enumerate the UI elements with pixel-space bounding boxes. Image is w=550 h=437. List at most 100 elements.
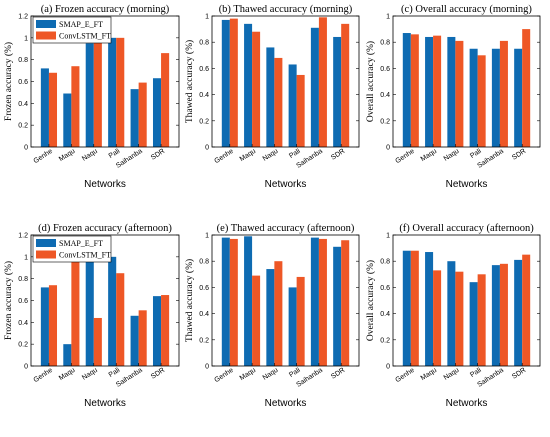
bar-genhe-series-1 [402, 250, 411, 366]
y-tick-label: 0.4 [18, 101, 28, 108]
y-axis-label: Frozen accuracy (%) [3, 261, 14, 340]
bar-saihanba-series-1 [130, 315, 139, 366]
x-tick-label: SDR [330, 367, 346, 381]
x-tick-label: Genhe [213, 367, 235, 384]
bar-genhe-series-2 [48, 285, 58, 366]
bar-genhe-series-2 [229, 18, 238, 148]
x-tick-label: Genhe [394, 367, 416, 384]
y-tick-label: 0.2 [199, 337, 209, 344]
bar-sdr-series-1 [333, 246, 342, 366]
x-tick-label: SDR [150, 148, 166, 162]
bar-sdr-series-2 [522, 254, 531, 366]
bar-naqu-series-1 [266, 47, 275, 147]
legend-entry: ConvLSTM_FT [59, 251, 111, 260]
y-tick-label: 1 [205, 233, 209, 240]
chart-title: (a) Frozen accuracy (morning) [41, 4, 170, 15]
y-tick-label: 0.6 [199, 66, 209, 73]
chart-panel-5: (e) Thawed accuracy (afternoon) 0 0.2 0.4 0.… [184, 223, 360, 409]
bar-sdr-series-1 [514, 48, 523, 147]
y-tick-label: 0.2 [18, 342, 28, 349]
y-axis-label: Overall accuracy (%) [365, 41, 376, 122]
y-tick-label: 0.4 [199, 92, 209, 99]
bar-genhe-series-1 [40, 287, 49, 366]
bar-pali-series-1 [288, 287, 297, 366]
x-axis-label: Networks [265, 179, 307, 190]
bar-naqu-series-2 [274, 57, 283, 147]
bar-genhe-series-2 [410, 34, 419, 148]
plot-frame [392, 234, 541, 367]
bar-naqu-series-1 [85, 43, 94, 147]
legend: SMAP_E_FT ConvLSTM_FT [32, 16, 112, 44]
plot-frame [211, 15, 360, 148]
x-tick-label: SDR [511, 367, 527, 381]
bar-maqu-series-2 [433, 35, 442, 147]
y-tick-label: 0.8 [380, 259, 390, 266]
y-tick-label: 0.2 [380, 337, 390, 344]
y-tick-label: 1.2 [18, 14, 28, 21]
x-axis-label: Networks [446, 398, 488, 409]
plot-frame [30, 234, 180, 367]
x-tick-label: Naqu [81, 367, 99, 382]
x-tick-label: Genhe [33, 148, 55, 165]
x-axis-label: Networks [84, 398, 126, 409]
bar-pali-series-1 [288, 64, 297, 147]
y-tick-label: 1 [386, 14, 390, 21]
bar-maqu-series-1 [244, 236, 253, 366]
bar-pali-series-1 [108, 256, 117, 366]
chart-panel-2: (b) Thawed accuracy (morning) 0 0.2 0.4 0.6 0… [184, 4, 360, 190]
x-tick-label: Pali [469, 367, 483, 379]
y-tick-label: 0.6 [18, 298, 28, 305]
x-tick-label: Pali [469, 148, 483, 160]
bar-sdr-series-1 [152, 78, 162, 147]
bar-sdr-series-2 [341, 240, 350, 366]
y-tick-label: 0.4 [380, 311, 390, 318]
chart-panel-1: (a) Frozen accuracy (morning) 0 0.2 0.4 0.6 0… [3, 4, 180, 190]
bar-genhe-series-2 [229, 238, 238, 366]
chart-title: (c) Overall accuracy (morning) [401, 4, 532, 15]
bar-sdr-series-2 [341, 23, 350, 147]
bar-pali-series-1 [108, 37, 117, 148]
x-axis-label: Networks [265, 398, 307, 409]
bar-saihanba-series-2 [138, 82, 147, 147]
bar-saihanba-series-1 [310, 27, 319, 147]
x-tick-label: Maqu [58, 148, 77, 163]
legend-swatch [36, 31, 56, 40]
y-tick-label: 0.2 [380, 118, 390, 125]
y-tick-label: 0.6 [199, 285, 209, 292]
x-tick-label: Genhe [213, 148, 235, 165]
plot-frame [211, 234, 360, 367]
y-tick-label: 0 [386, 364, 390, 371]
chart-panel-4: (d) Frozen accuracy (afternoon) 0 0.2 0.4 0.… [3, 223, 180, 409]
x-tick-label: Genhe [33, 367, 55, 384]
y-tick-label: 0.8 [18, 57, 28, 64]
y-tick-label: 0 [24, 145, 28, 152]
y-axis-label: Frozen accuracy (%) [3, 42, 14, 121]
bar-sdr-series-2 [522, 29, 531, 148]
bar-naqu-series-2 [93, 40, 102, 148]
bar-naqu-series-1 [266, 269, 275, 366]
bar-genhe-series-1 [40, 68, 49, 147]
bar-genhe-series-1 [221, 19, 230, 147]
bar-maqu-series-2 [433, 270, 442, 366]
legend-swatch [36, 250, 56, 259]
bar-maqu-series-2 [252, 275, 261, 366]
legend-swatch [36, 20, 56, 28]
bar-sdr-series-1 [514, 259, 523, 366]
bar-genhe-series-1 [221, 237, 230, 366]
x-tick-label: Pali [108, 367, 122, 379]
bar-saihanba-series-1 [491, 48, 500, 147]
chart-title: (b) Thawed accuracy (morning) [219, 4, 353, 15]
x-tick-label: Naqu [443, 148, 461, 163]
x-tick-label: SDR [330, 148, 346, 162]
bar-naqu-series-1 [447, 36, 456, 147]
y-tick-label: 0.2 [18, 123, 28, 130]
plot-frame [30, 15, 180, 148]
bar-saihanba-series-2 [499, 40, 508, 147]
bar-sdr-series-2 [161, 53, 170, 147]
bar-saihanba-series-1 [310, 237, 319, 366]
chart-title: (d) Frozen accuracy (afternoon) [38, 223, 172, 234]
x-tick-label: Pali [108, 148, 122, 160]
legend-entry: SMAP_E_FT [59, 239, 103, 248]
x-tick-label: Genhe [394, 148, 416, 165]
legend-swatch [36, 239, 56, 247]
